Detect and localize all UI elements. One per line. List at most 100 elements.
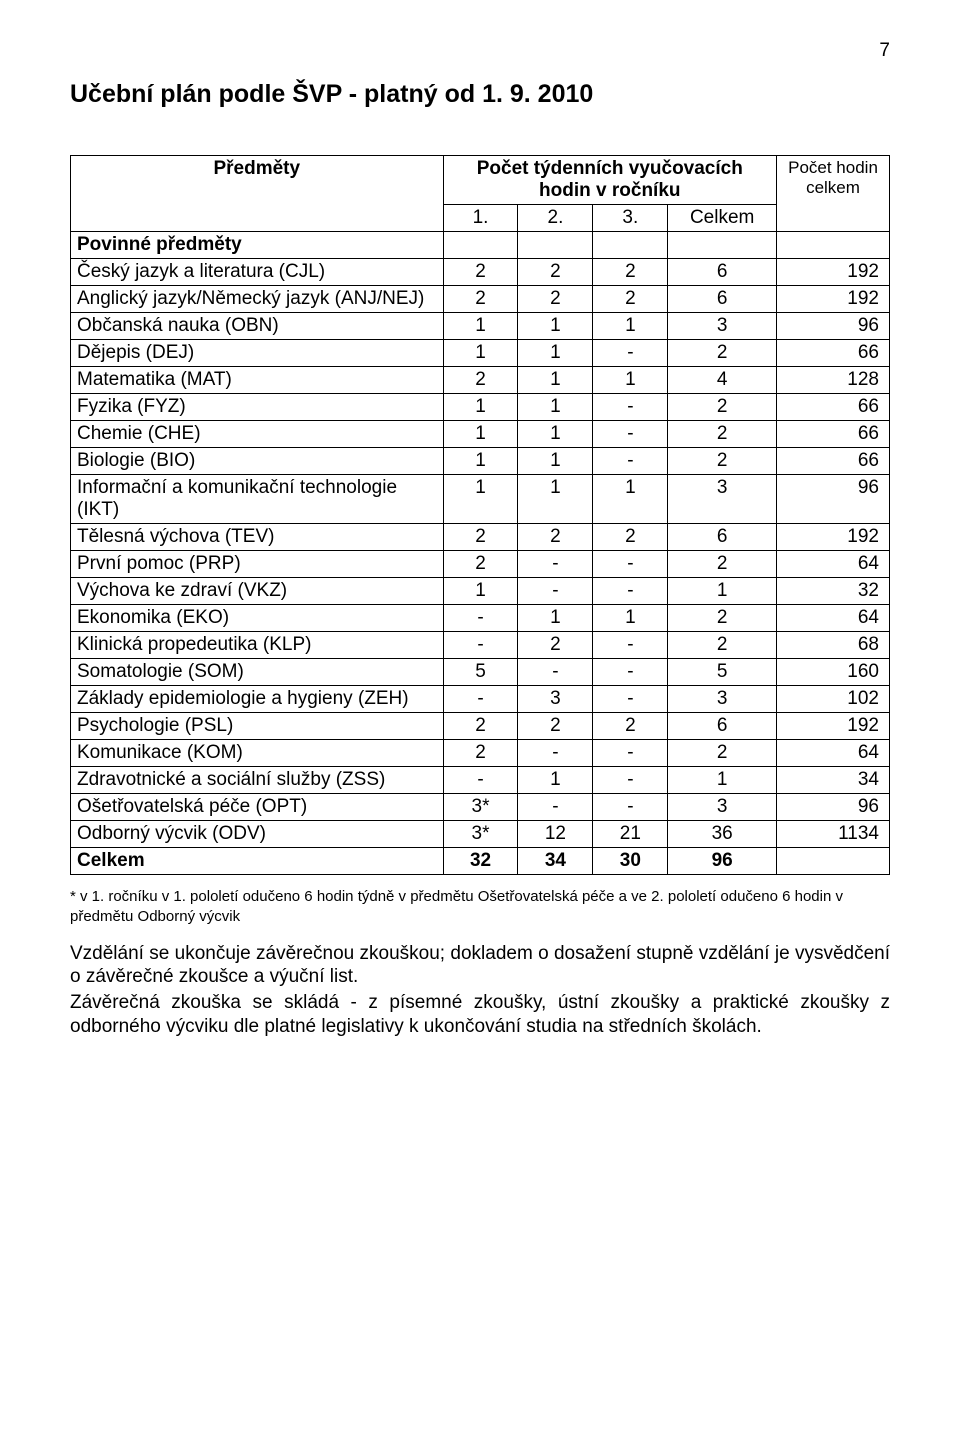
header-y3: 3.: [593, 205, 668, 232]
footnote: * v 1. ročníku v 1. pololetí odučeno 6 h…: [70, 887, 890, 928]
cell-value: 2: [668, 632, 777, 659]
cell-value: -: [518, 659, 593, 686]
cell-value: -: [593, 578, 668, 605]
cell-value: 1: [443, 340, 518, 367]
cell-value: 4: [668, 367, 777, 394]
cell-value: 21: [593, 821, 668, 848]
total-c3: 30: [593, 848, 668, 875]
cell-value: 3: [518, 686, 593, 713]
cell-total: 68: [777, 632, 890, 659]
cell-value: -: [593, 551, 668, 578]
cell-value: 2: [518, 524, 593, 551]
paragraph-2: Závěrečná zkouška se skládá - z písemné …: [70, 991, 890, 1039]
cell-value: -: [593, 659, 668, 686]
cell-value: 1: [443, 475, 518, 524]
curriculum-table: Předměty Počet týdenních vyučovacích hod…: [70, 155, 890, 875]
table-row: Biologie (BIO)11-266: [71, 448, 890, 475]
table-row: Informační a komunikační technologie (IK…: [71, 475, 890, 524]
table-row: Somatologie (SOM)5--5160: [71, 659, 890, 686]
mandatory-label: Povinné předměty: [71, 232, 444, 259]
cell-value: 1: [518, 605, 593, 632]
cell-value: 1: [593, 475, 668, 524]
table-row: Dějepis (DEJ)11-266: [71, 340, 890, 367]
paragraph-1: Vzdělání se ukončuje závěrečnou zkouškou…: [70, 942, 890, 990]
cell-value: 5: [668, 659, 777, 686]
subject-label: Ošetřovatelská péče (OPT): [71, 794, 444, 821]
table-row: Zdravotnické a sociální služby (ZSS)-1-1…: [71, 767, 890, 794]
total-label: Celkem: [71, 848, 444, 875]
total-c2: 34: [518, 848, 593, 875]
cell-value: -: [593, 767, 668, 794]
cell-value: 2: [593, 286, 668, 313]
cell-value: 1: [443, 313, 518, 340]
table-row: Základy epidemiologie a hygieny (ZEH)-3-…: [71, 686, 890, 713]
table-row: Anglický jazyk/Německý jazyk (ANJ/NEJ)22…: [71, 286, 890, 313]
header-sum: Celkem: [668, 205, 777, 232]
cell-total: 66: [777, 448, 890, 475]
cell-value: 1: [518, 475, 593, 524]
table-row: Komunikace (KOM)2--264: [71, 740, 890, 767]
cell-value: 3: [668, 794, 777, 821]
cell-total: 64: [777, 551, 890, 578]
total-c5: [777, 848, 890, 875]
cell-value: 2: [518, 259, 593, 286]
cell-total: 96: [777, 475, 890, 524]
cell-value: 2: [518, 632, 593, 659]
cell-total: 192: [777, 286, 890, 313]
cell-total: 192: [777, 713, 890, 740]
cell-value: -: [593, 686, 668, 713]
page-number: 7: [70, 40, 890, 62]
cell-value: -: [593, 340, 668, 367]
cell-value: 2: [668, 421, 777, 448]
cell-value: 1: [443, 394, 518, 421]
subject-label: Fyzika (FYZ): [71, 394, 444, 421]
subject-label: Občanská nauka (OBN): [71, 313, 444, 340]
total-c4: 96: [668, 848, 777, 875]
cell-value: 1: [593, 605, 668, 632]
header-total: Počet hodin celkem: [777, 156, 890, 232]
subject-label: Výchova ke zdraví (VKZ): [71, 578, 444, 605]
cell-value: 1: [668, 767, 777, 794]
cell-value: 1: [518, 367, 593, 394]
header-y2: 2.: [518, 205, 593, 232]
cell-value: 12: [518, 821, 593, 848]
cell-total: 192: [777, 524, 890, 551]
cell-value: 1: [593, 367, 668, 394]
cell-value: 3*: [443, 821, 518, 848]
total-c1: 32: [443, 848, 518, 875]
cell-total: 32: [777, 578, 890, 605]
table-row: První pomoc (PRP)2--264: [71, 551, 890, 578]
cell-value: 2: [668, 551, 777, 578]
cell-total: 66: [777, 394, 890, 421]
cell-value: 1: [518, 340, 593, 367]
subject-label: První pomoc (PRP): [71, 551, 444, 578]
table-row: Tělesná výchova (TEV)2226192: [71, 524, 890, 551]
cell-value: 3: [668, 313, 777, 340]
subject-label: Komunikace (KOM): [71, 740, 444, 767]
cell-value: 5: [443, 659, 518, 686]
cell-value: 1: [518, 421, 593, 448]
subject-label: Chemie (CHE): [71, 421, 444, 448]
cell-value: 36: [668, 821, 777, 848]
cell-value: 2: [443, 740, 518, 767]
table-row: Ekonomika (EKO)-11264: [71, 605, 890, 632]
cell-value: 1: [518, 767, 593, 794]
cell-value: -: [518, 578, 593, 605]
cell-value: 1: [593, 313, 668, 340]
cell-value: 1: [518, 313, 593, 340]
subject-label: Zdravotnické a sociální služby (ZSS): [71, 767, 444, 794]
cell-value: 1: [443, 421, 518, 448]
cell-value: 2: [668, 340, 777, 367]
cell-value: -: [518, 551, 593, 578]
cell-total: 64: [777, 740, 890, 767]
cell-value: 2: [443, 286, 518, 313]
cell-total: 1134: [777, 821, 890, 848]
subject-label: Ekonomika (EKO): [71, 605, 444, 632]
cell-value: 1: [668, 578, 777, 605]
cell-value: 2: [443, 259, 518, 286]
cell-total: 34: [777, 767, 890, 794]
subject-label: Odborný výcvik (ODV): [71, 821, 444, 848]
cell-value: 2: [518, 286, 593, 313]
table-row: Chemie (CHE)11-266: [71, 421, 890, 448]
cell-total: 96: [777, 794, 890, 821]
